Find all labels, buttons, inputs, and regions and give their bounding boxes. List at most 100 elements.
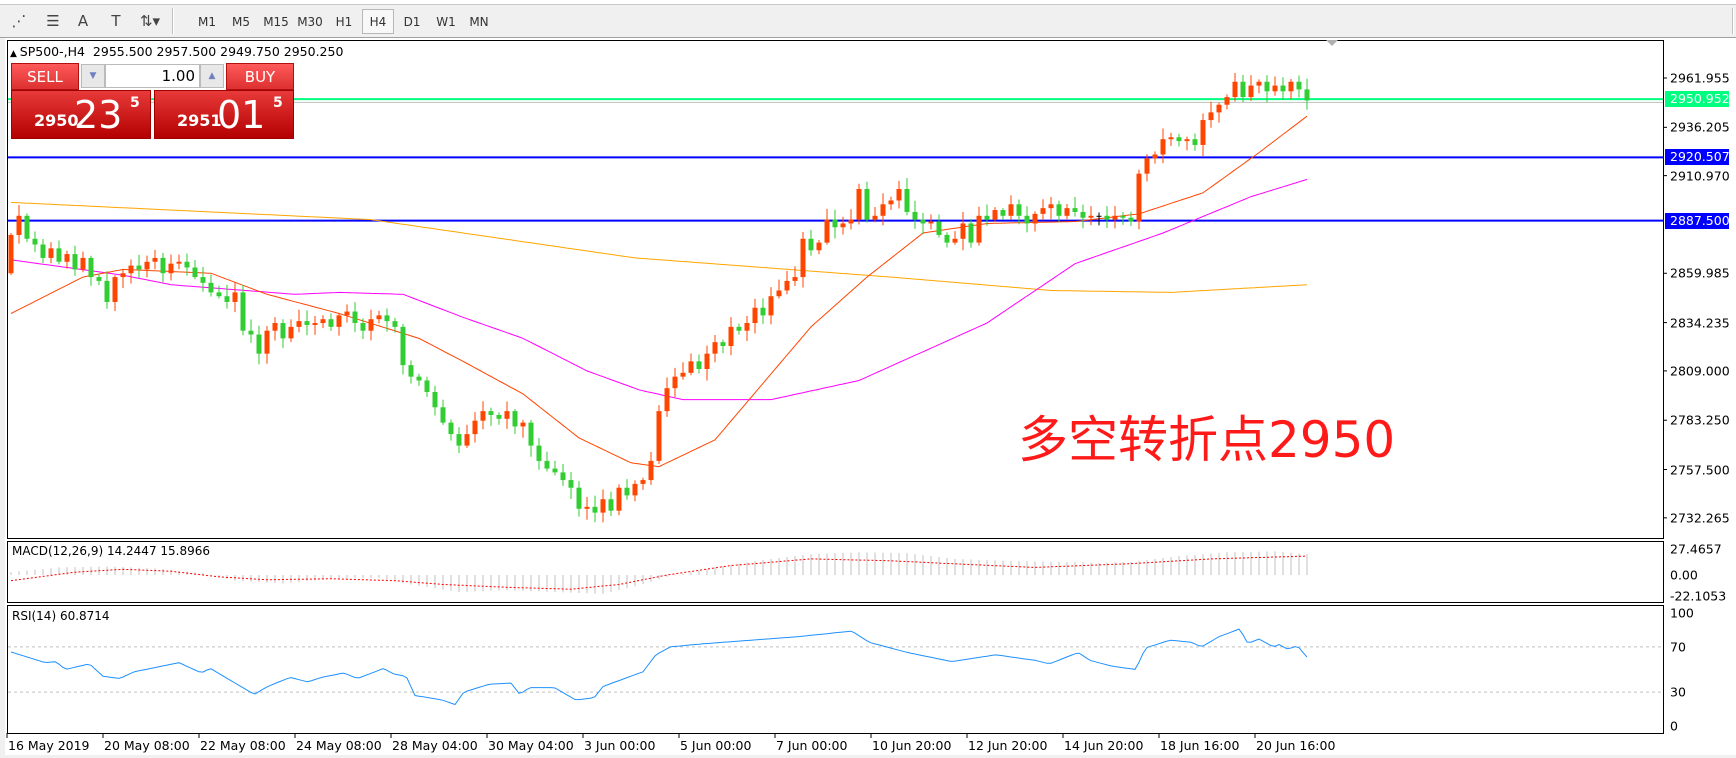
text-tool-icon[interactable]: A	[77, 12, 89, 30]
text-label-icon[interactable]: T	[111, 12, 121, 30]
candle	[960, 212, 966, 251]
candle-body	[1272, 85, 1278, 92]
time-axis-label: 28 May 04:00	[392, 738, 478, 753]
fibonacci-lines-icon[interactable]: ☰	[46, 12, 60, 30]
candle-body	[320, 319, 326, 324]
candle	[664, 377, 670, 417]
chart-shift-marker-icon[interactable]	[1326, 40, 1338, 46]
chart-annotation-text[interactable]: 多空转折点2950	[1018, 411, 1396, 469]
candle-body	[480, 411, 486, 421]
arrow-up-icon: ▲	[208, 71, 216, 81]
candle	[880, 193, 886, 226]
collapse-triangle-icon[interactable]: ▲	[10, 49, 20, 59]
lot-size-input[interactable]: 1.00	[105, 64, 200, 88]
candle	[936, 214, 942, 238]
candle	[1056, 200, 1062, 222]
candle	[504, 401, 510, 429]
candle	[136, 254, 142, 278]
candle-body	[616, 487, 622, 511]
candle	[1176, 133, 1182, 147]
candle	[896, 180, 902, 209]
candle	[920, 212, 926, 235]
lot-increase-button[interactable]: ▲	[200, 64, 224, 88]
sell-button[interactable]: SELL	[11, 63, 79, 90]
time-axis-label: 14 Jun 20:00	[1064, 738, 1144, 753]
time-axis-label: 7 Jun 00:00	[776, 738, 848, 753]
candle-body	[896, 188, 902, 201]
arrow-down-icon: ▼	[89, 71, 97, 81]
candle	[320, 315, 326, 329]
candle-body	[1248, 85, 1254, 98]
level-price-label: 2950.952	[1665, 91, 1730, 108]
candle	[120, 269, 126, 289]
price-axis-label: 2859.985	[1670, 265, 1730, 281]
candle-body	[800, 238, 806, 278]
macd-axis-label: -22.1053	[1670, 588, 1727, 604]
candle	[464, 424, 470, 448]
candle-body	[712, 342, 718, 354]
candle-body	[16, 215, 22, 235]
candle-body	[824, 219, 830, 243]
candle	[728, 317, 734, 356]
candle-body	[416, 376, 422, 381]
candle-body	[1288, 81, 1294, 92]
moving-average-mid-line	[10, 178, 1308, 401]
candle-body	[944, 234, 950, 243]
buy-price-button[interactable]: 2951 01 5	[154, 90, 294, 139]
timeframe-m15-button[interactable]: M15	[263, 14, 289, 29]
candle	[352, 302, 358, 333]
candle	[992, 207, 998, 222]
candle-body	[496, 414, 502, 419]
candle	[128, 259, 134, 284]
candle	[1064, 204, 1070, 220]
candle-body	[264, 330, 270, 354]
candle-body	[152, 257, 158, 262]
candle	[168, 254, 174, 281]
candle-body	[40, 244, 46, 258]
timeframe-m30-button[interactable]: M30	[297, 14, 323, 29]
candle-body	[736, 326, 742, 331]
candle-body	[1200, 120, 1206, 145]
buy-button[interactable]: BUY	[226, 63, 294, 90]
fibonacci-fan-icon[interactable]: ⋰	[11, 12, 27, 30]
candle	[1088, 206, 1094, 226]
candle-body	[600, 499, 606, 513]
candle-body	[1080, 211, 1086, 218]
candle-body	[1176, 137, 1182, 142]
candle	[1280, 77, 1286, 100]
candle-body	[1040, 208, 1046, 214]
main-price-panel	[7, 40, 1664, 539]
timeframe-w1-button[interactable]: W1	[436, 14, 456, 29]
buy-price-fraction: 5	[273, 95, 283, 111]
candle-body	[296, 321, 302, 327]
toolbar: ⋰ ☰ A T ⇅▾ M1 M5 M15 M30 H1 H4 D1 W1 MN	[0, 5, 1736, 38]
timeframe-h1-button[interactable]: H1	[335, 14, 353, 29]
candle	[952, 231, 958, 245]
timeframe-mn-button[interactable]: MN	[469, 14, 489, 29]
candle	[1216, 102, 1222, 123]
sell-price-button[interactable]: 2950 23 5	[11, 90, 151, 139]
candle	[1104, 206, 1110, 228]
candle	[1112, 205, 1118, 229]
price-axis-label: 2936.205	[1670, 119, 1730, 135]
candle	[48, 242, 54, 264]
candle-body	[1304, 89, 1310, 101]
candle-body	[1240, 81, 1246, 98]
candle	[712, 334, 718, 363]
candle-body	[880, 204, 886, 216]
lot-decrease-button[interactable]: ▼	[81, 64, 105, 88]
candle-body	[192, 267, 198, 278]
timeframe-h4-button[interactable]: H4	[362, 9, 394, 34]
timeframe-d1-button[interactable]: D1	[403, 14, 421, 29]
candle-body	[344, 311, 350, 316]
candle-body	[1296, 81, 1302, 90]
candle	[72, 245, 78, 276]
time-axis-label: 12 Jun 20:00	[968, 738, 1048, 753]
timeframe-m1-button[interactable]: M1	[198, 14, 216, 29]
arrows-tool-icon[interactable]: ⇅▾	[139, 12, 161, 30]
candle-body	[120, 273, 126, 278]
timeframe-m5-button[interactable]: M5	[232, 14, 250, 29]
candle-body	[704, 353, 710, 369]
candle	[752, 298, 758, 334]
